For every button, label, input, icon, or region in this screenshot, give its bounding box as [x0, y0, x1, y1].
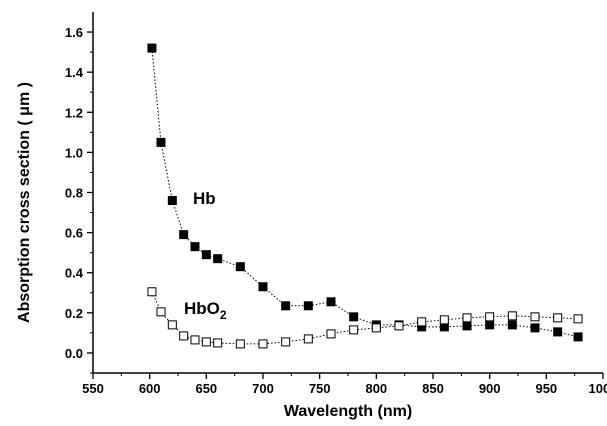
hbo2-data-point — [394, 321, 404, 331]
x-tick-label: 800 — [365, 381, 387, 396]
y-axis-title: Absorption cross section ( μm ) — [16, 82, 33, 323]
x-axis-title: Wavelength (nm) — [284, 403, 412, 420]
y-tick-label: 0.2 — [65, 306, 83, 321]
hbo2-data-point — [485, 312, 495, 322]
hb-data-point — [507, 320, 517, 330]
hb-data-point — [303, 301, 313, 311]
series-line-0 — [151, 48, 579, 338]
hb-data-point — [201, 250, 211, 260]
hb-data-point — [258, 282, 268, 292]
hb-data-point — [326, 297, 336, 307]
hbo2-data-point — [371, 323, 381, 333]
hbo2-data-point — [573, 314, 583, 324]
plot-area — [92, 12, 603, 374]
hbo2-data-point — [167, 320, 177, 330]
hbo2-data-point — [179, 331, 189, 341]
y-tick-label: 0.4 — [65, 266, 84, 281]
x-tick-label: 950 — [535, 381, 557, 396]
series-points — [147, 43, 583, 349]
y-tick-label: 0.8 — [65, 186, 83, 201]
x-tick-label: 850 — [422, 381, 444, 396]
y-tick-label: 1.0 — [65, 145, 83, 160]
hbo2-data-point — [147, 287, 157, 297]
hbo2-data-point — [462, 313, 472, 323]
y-tick-label: 0.6 — [65, 226, 83, 241]
hbo2-data-point — [439, 315, 449, 325]
x-tick-label: 750 — [309, 381, 331, 396]
hbo2-data-point — [326, 329, 336, 339]
hbo2-data-point — [281, 337, 291, 347]
hb-data-point — [530, 323, 540, 333]
series-label-hbo2-subscript: 2 — [220, 308, 227, 322]
hb-data-point — [462, 321, 472, 331]
hb-data-point — [213, 254, 223, 264]
y-tick-label: 1.6 — [65, 25, 83, 40]
hbo2-data-point — [213, 338, 223, 348]
x-tick-label: 900 — [479, 381, 501, 396]
hbo2-data-point — [349, 325, 359, 335]
y-tick-label: 1.2 — [65, 105, 83, 120]
hbo2-data-point — [303, 334, 313, 344]
y-tick-label: 1.4 — [65, 65, 84, 80]
hb-data-point — [553, 327, 563, 337]
hbo2-data-point — [553, 313, 563, 323]
hbo2-data-point — [201, 337, 211, 347]
hb-data-point — [281, 301, 291, 311]
hb-data-point — [235, 262, 245, 272]
hbo2-data-point — [507, 311, 517, 321]
hbo2-data-point — [530, 312, 540, 322]
x-tick-label: 550 — [82, 381, 104, 396]
hb-data-point — [179, 230, 189, 240]
hb-data-point — [573, 332, 583, 342]
series-label-hb: Hb — [193, 189, 216, 208]
hbo2-data-point — [258, 339, 268, 349]
series-label-hbo2-main: HbO — [184, 299, 220, 318]
hb-data-point — [156, 137, 166, 147]
y-axis-ticks: 0.0 0.2 0.4 0.6 0.8 1.0 1.2 1.4 1.6 — [65, 25, 93, 374]
hb-data-point — [190, 242, 200, 252]
x-tick-label: 650 — [195, 381, 217, 396]
hb-data-point — [147, 43, 157, 53]
hb-data-point — [167, 196, 177, 206]
hbo2-data-point — [417, 317, 427, 327]
hbo2-data-point — [190, 335, 200, 345]
hbo2-data-point — [235, 339, 245, 349]
x-tick-label: 600 — [139, 381, 161, 396]
x-tick-label: 700 — [252, 381, 274, 396]
series-label-hb-main: Hb — [193, 189, 216, 208]
hb-data-point — [349, 312, 359, 322]
y-tick-label: 0.0 — [65, 346, 83, 361]
hbo2-data-point — [156, 307, 166, 317]
series-label-hbo2: HbO2 — [184, 299, 227, 322]
hb-data-point — [485, 320, 495, 330]
